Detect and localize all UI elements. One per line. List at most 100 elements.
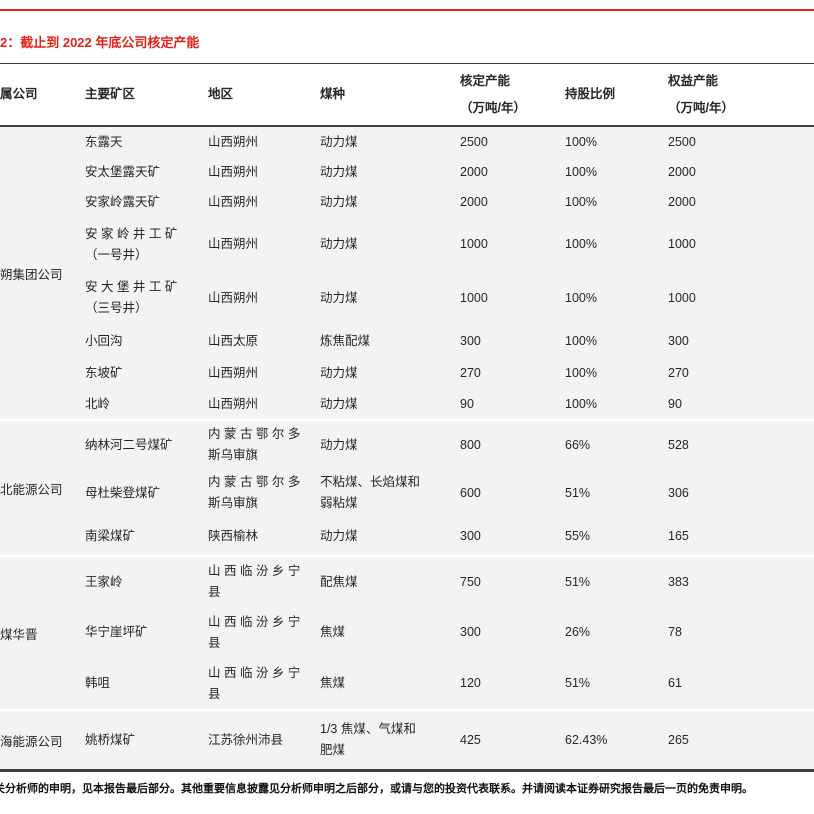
- mine-cell: 母杜柴登煤矿: [85, 485, 161, 500]
- company-cell: 北能源公司: [0, 482, 63, 497]
- coal-cell: 炼焦配煤: [320, 333, 371, 348]
- equity-cell: 265: [668, 732, 689, 747]
- share-cell: 26%: [565, 625, 591, 639]
- top-accent-line: [0, 9, 814, 11]
- header-cell-1: 属公司: [0, 87, 38, 101]
- figure-title: 2：截止到 2022 年底公司核定产能: [0, 35, 200, 50]
- coal-cell: 动力煤: [320, 164, 358, 179]
- capacity-cell: 2000: [460, 164, 488, 179]
- table-bottom-border: [0, 769, 814, 772]
- header-cell-5: 核定产能 （万吨/年）: [460, 73, 526, 115]
- company-cell: 朔集团公司: [0, 267, 63, 282]
- coal-cell: 动力煤: [320, 290, 358, 305]
- region-cell: 山 西 临 汾 乡 宁 县: [208, 665, 301, 701]
- share-cell: 100%: [565, 396, 597, 411]
- equity-cell: 1000: [668, 237, 696, 251]
- mine-cell: 安太堡露天矿: [85, 164, 161, 179]
- capacity-cell: 2000: [460, 195, 488, 209]
- mine-cell: 安 家 岭 井 工 矿 （一号井）: [85, 226, 178, 262]
- capacity-cell: 300: [460, 625, 481, 639]
- capacity-cell: 800: [460, 437, 481, 452]
- coal-cell: 动力煤: [320, 195, 358, 209]
- coal-cell: 动力煤: [320, 365, 358, 380]
- equity-cell: 61: [668, 676, 682, 690]
- equity-cell: 2000: [668, 195, 696, 209]
- header-cell-6: 持股比例: [565, 87, 616, 101]
- mine-cell: 北岭: [85, 396, 111, 411]
- capacity-cell: 1000: [460, 290, 488, 305]
- equity-cell: 528: [668, 437, 689, 452]
- share-cell: 100%: [565, 290, 597, 305]
- share-cell: 100%: [565, 365, 597, 380]
- capacity-cell: 270: [460, 365, 481, 380]
- company-cell: 煤华晋: [0, 627, 38, 642]
- region-cell: 内 蒙 古 鄂 尔 多 斯乌审旗: [208, 427, 301, 462]
- equity-cell: 2500: [668, 134, 696, 149]
- mine-cell: 纳林河二号煤矿: [85, 437, 173, 452]
- mine-cell: 韩咀: [85, 676, 111, 690]
- share-cell: 51%: [565, 676, 591, 690]
- coal-cell: 动力煤: [320, 437, 358, 452]
- share-cell: 55%: [565, 528, 591, 543]
- mine-cell: 安 大 堡 井 工 矿 （三号井）: [85, 280, 178, 315]
- region-cell: 山 西 临 汾 乡 宁 县: [208, 564, 301, 599]
- equity-cell: 270: [668, 365, 689, 380]
- coal-cell: 动力煤: [320, 134, 358, 149]
- equity-cell: 1000: [668, 290, 696, 305]
- share-cell: 51%: [565, 574, 591, 589]
- region-cell: 山西朔州: [208, 195, 259, 209]
- share-cell: 100%: [565, 333, 597, 348]
- company-group: 煤华晋 王家岭山 西 临 汾 乡 宁 县配焦煤 750 51% 383 华宁崖坪矿山 西 …: [0, 557, 814, 709]
- capacity-cell: 750: [460, 574, 481, 589]
- region-cell: 山西朔州: [208, 237, 259, 251]
- equity-cell: 306: [668, 485, 689, 500]
- mine-cell: 小回沟: [85, 333, 123, 348]
- capacity-cell: 425: [460, 732, 481, 747]
- equity-cell: 78: [668, 625, 682, 639]
- capacity-cell: 90: [460, 396, 474, 411]
- header-cell-3: 地区: [208, 87, 234, 101]
- equity-cell: 165: [668, 528, 689, 543]
- equity-cell: 90: [668, 396, 682, 411]
- coal-cell: 不粘煤、长焰煤和 弱粘煤: [320, 475, 421, 510]
- disclaimer-text: 关分析师的申明，见本报告最后部分。其他重要信息披露见分析师申明之后部分，或请与您…: [0, 783, 753, 795]
- region-cell: 江苏徐州沛县: [208, 732, 284, 747]
- share-cell: 62.43%: [565, 732, 608, 747]
- company-group: 朔集团公司 东露天 山西朔州 动力煤 2500 100% 2500 安太堡露天矿 山西朔州 动力煤…: [0, 127, 814, 419]
- region-cell: 山西朔州: [208, 365, 259, 380]
- equity-cell: 383: [668, 574, 689, 589]
- company-group: 北能源公司 纳林河二号煤矿内 蒙 古 鄂 尔 多 斯乌审旗 动力煤 800 66% 528…: [0, 421, 814, 555]
- coal-cell: 动力煤: [320, 237, 358, 251]
- table-body: 朔集团公司 东露天 山西朔州 动力煤 2500 100% 2500 安太堡露天矿 山西朔州 动力煤…: [0, 127, 814, 769]
- mine-cell: 南梁煤矿: [85, 528, 136, 543]
- equity-cell: 300: [668, 333, 689, 348]
- coal-cell: 配焦煤: [320, 574, 358, 589]
- header-cell-7: 权益产能 （万吨/年）: [668, 73, 734, 115]
- coal-cell: 动力煤: [320, 528, 358, 543]
- share-cell: 66%: [565, 437, 591, 452]
- capacity-cell: 300: [460, 333, 481, 348]
- coal-cell: 动力煤: [320, 396, 358, 411]
- mine-cell: 王家岭: [85, 574, 123, 589]
- coal-cell: 焦煤: [320, 625, 346, 639]
- mine-cell: 东露天: [85, 134, 123, 149]
- company-group: 海能源公司 姚桥煤矿 江苏徐州沛县 1/3 焦煤、气煤和 肥煤 425 62.43% 265: [0, 711, 814, 769]
- mine-cell: 华宁崖坪矿: [85, 625, 148, 639]
- region-cell: 山西朔州: [208, 396, 259, 411]
- mine-cell: 姚桥煤矿: [85, 732, 136, 747]
- mine-cell: 东坡矿: [85, 365, 123, 380]
- capacity-cell: 120: [460, 676, 481, 690]
- company-cell: 海能源公司: [0, 734, 63, 749]
- capacity-cell: 1000: [460, 237, 488, 251]
- coal-cell: 焦煤: [320, 676, 346, 690]
- capacity-table: 属公司 主要矿区 地区 煤种 核定产能 （万吨/年） 持股比例 权益产能 （万吨/年） 朔集…: [0, 63, 814, 772]
- equity-cell: 2000: [668, 164, 696, 179]
- share-cell: 100%: [565, 237, 597, 251]
- capacity-cell: 2500: [460, 134, 488, 149]
- capacity-cell: 600: [460, 485, 481, 500]
- region-cell: 山西太原: [208, 333, 259, 348]
- region-cell: 陕西榆林: [208, 528, 259, 543]
- region-cell: 内 蒙 古 鄂 尔 多 斯乌审旗: [208, 475, 301, 510]
- table-header: 属公司 主要矿区 地区 煤种 核定产能 （万吨/年） 持股比例 权益产能 （万吨/年）: [0, 63, 814, 127]
